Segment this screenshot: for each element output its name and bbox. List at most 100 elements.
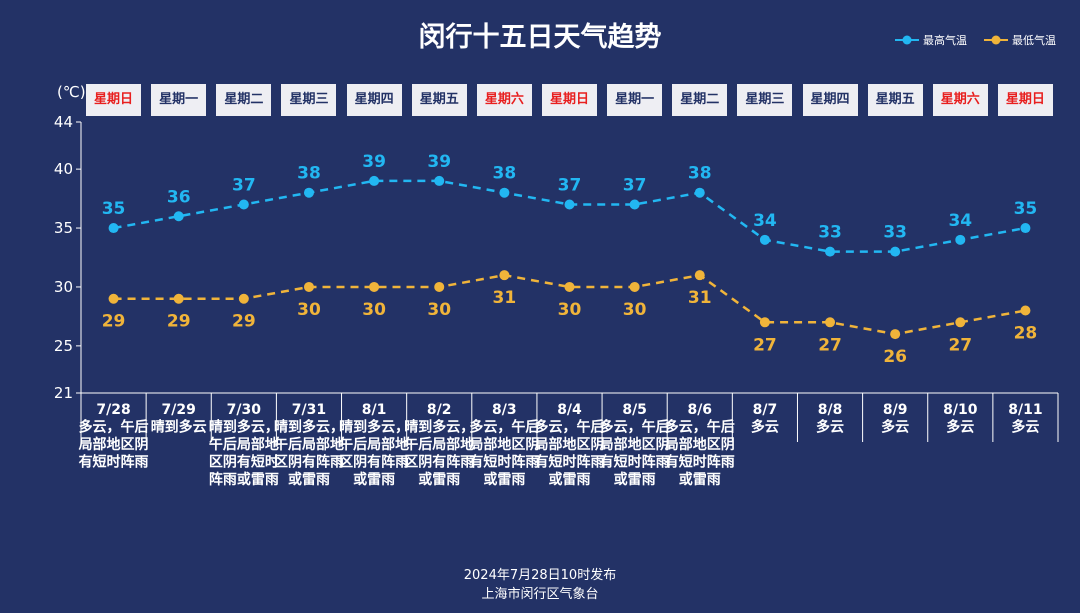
data-label-low: 31 [688,288,712,308]
y-axis-unit: (℃) [57,83,86,101]
legend-label-high: 最高气温 [923,34,967,47]
data-point-low [890,329,901,340]
data-point-low [434,281,445,292]
data-label-high: 38 [688,164,712,184]
data-label-high: 38 [297,164,321,184]
data-point-low [499,270,510,281]
data-label-high: 39 [362,152,386,172]
data-label-low: 29 [232,312,256,332]
x-weather-label: 多云，午后局部地区阴有短时阵雨或雷雨 [600,419,670,489]
weekday-label: 星期五 [867,84,923,116]
data-point-low [759,317,770,328]
x-date-label: 8/8 [818,402,843,418]
x-date-label: 7/28 [96,402,130,418]
data-label-low: 30 [297,300,321,320]
footer: 2024年7月28日10时发布 上海市闵行区气象台 [0,566,1080,604]
legend-label-low: 最低气温 [1012,34,1056,47]
x-weather-label: 晴到多云 [151,419,207,436]
weekday-label: 星期二 [216,84,272,116]
data-point-high [369,175,380,186]
x-date-label: 7/29 [162,402,196,418]
data-label-high: 35 [102,199,126,219]
data-label-low: 30 [427,300,451,320]
legend-line-low-icon [983,35,1008,45]
data-point-high [629,199,640,210]
data-point-low [564,281,575,292]
data-label-high: 33 [818,223,842,243]
data-point-low [108,293,119,304]
data-label-low: 30 [362,300,386,320]
data-label-low: 26 [883,347,907,367]
x-date-label: 8/3 [492,402,517,418]
weekday-label: 星期日 [542,84,597,116]
x-date-label: 8/10 [943,402,978,418]
data-point-low [825,317,836,328]
y-tick-label: 35 [54,219,73,237]
x-date-label: 8/11 [1008,402,1042,418]
data-point-low [1020,305,1031,316]
data-point-high [238,199,249,210]
data-label-low: 28 [1014,324,1038,344]
data-point-high [694,187,705,198]
y-tick-label: 30 [54,278,73,296]
data-label-low: 29 [167,312,191,332]
data-point-high [1020,223,1031,234]
data-label-high: 37 [623,175,647,195]
data-label-low: 30 [558,300,582,320]
weekday-label: 星期五 [411,84,467,116]
y-tick-label: 40 [54,160,73,178]
data-point-high [825,246,836,257]
data-label-high: 36 [167,187,191,207]
weekday-label: 星期日 [997,84,1053,116]
weekday-label: 星期六 [932,84,988,116]
data-label-low: 27 [753,335,777,355]
data-label-low: 29 [102,312,126,332]
weekday-label: 星期二 [672,84,728,116]
data-label-high: 33 [883,223,907,243]
x-weather-label: 多云 [1011,419,1039,436]
data-point-low [303,281,314,292]
x-weather-label: 多云 [881,419,909,436]
data-point-low [369,281,380,292]
data-label-high: 37 [232,175,256,195]
weekday-label: 星期日 [86,84,142,116]
chart-title: 闵行十五日天气趋势 [418,22,662,53]
y-tick-label: 25 [54,337,73,355]
x-date-label: 8/7 [753,402,778,418]
y-tick-label: 21 [54,384,73,402]
data-label-high: 35 [1014,199,1038,219]
data-label-high: 37 [558,175,582,195]
data-label-low: 27 [818,335,842,355]
data-label-low: 31 [493,288,517,308]
data-point-high [303,187,314,198]
data-label-high: 34 [948,211,972,231]
x-date-label: 8/4 [557,402,582,418]
data-point-high [759,234,770,245]
legend-line-high-icon [894,35,919,45]
legend-item-high[interactable]: 最高气温 [894,32,967,48]
x-weather-label: 晴到多云，午后局部地区阴有阵雨或雷雨 [404,419,474,489]
x-weather-label: 多云 [751,419,779,436]
data-label-high: 38 [493,164,517,184]
x-date-label: 8/1 [362,402,387,418]
weekday-label: 星期一 [607,84,663,116]
data-point-low [955,317,966,328]
x-date-label: 8/6 [687,402,712,418]
x-weather-label: 多云，午后局部地区阴有短时阵雨 [79,419,149,471]
x-date-label: 7/30 [227,402,262,418]
data-point-low [173,293,184,304]
x-weather-label: 多云 [946,419,974,436]
data-point-high [173,211,184,222]
x-weather-label: 多云，午后局部地区阴有短时阵雨或雷雨 [665,419,735,489]
weekday-label: 星期一 [151,84,207,116]
x-weather-label: 多云，午后局部地区阴有短时阵雨或雷雨 [469,419,539,489]
x-date-label: 7/31 [292,402,326,418]
data-point-low [238,293,249,304]
data-point-high [499,187,510,198]
x-weather-label: 多云 [816,419,844,436]
data-point-high [955,234,966,245]
data-point-high [564,199,575,210]
weekday-label: 星期四 [346,84,402,116]
legend-item-low[interactable]: 最低气温 [983,32,1056,48]
data-label-low: 27 [948,335,972,355]
